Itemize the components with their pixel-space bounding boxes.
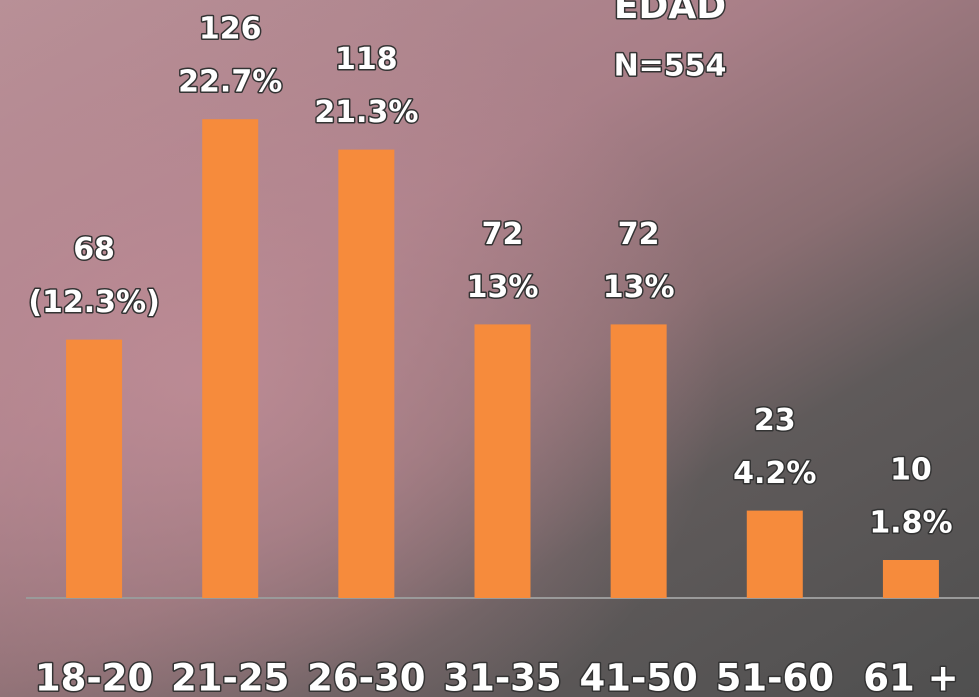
percent-label: 22.7% <box>178 65 282 100</box>
value-label: 72 <box>618 217 660 252</box>
x-tick-label: 41-50 <box>579 657 697 697</box>
percent-label: 4.2% <box>733 456 816 491</box>
value-label: 68 <box>73 232 115 267</box>
bar <box>202 119 259 598</box>
x-tick-label: 51-60 <box>716 657 834 697</box>
value-label: 23 <box>754 403 796 438</box>
x-tick-label: 26-30 <box>307 657 425 697</box>
bar <box>610 324 667 598</box>
chart-title: EDAD <box>614 0 726 27</box>
bar <box>474 324 531 598</box>
value-label: 126 <box>199 12 262 47</box>
x-tick-label: 21-25 <box>171 657 289 697</box>
percent-label: (12.3%) <box>28 285 160 320</box>
bar <box>882 560 939 598</box>
percent-label: 13% <box>467 270 539 305</box>
percent-label: 13% <box>603 270 675 305</box>
value-label: 72 <box>482 217 524 252</box>
x-tick-label: 18-20 <box>35 657 153 697</box>
percent-label: 21.3% <box>314 95 418 130</box>
x-tick-label: 61 + <box>863 657 958 697</box>
bar <box>66 339 123 598</box>
x-tick-label: 31-35 <box>443 657 561 697</box>
percent-label: 1.8% <box>869 506 952 541</box>
value-label: 10 <box>890 453 932 488</box>
chart-subtitle: N=554 <box>614 49 727 84</box>
bar <box>338 149 395 598</box>
bar <box>746 510 803 598</box>
value-label: 118 <box>335 42 398 77</box>
